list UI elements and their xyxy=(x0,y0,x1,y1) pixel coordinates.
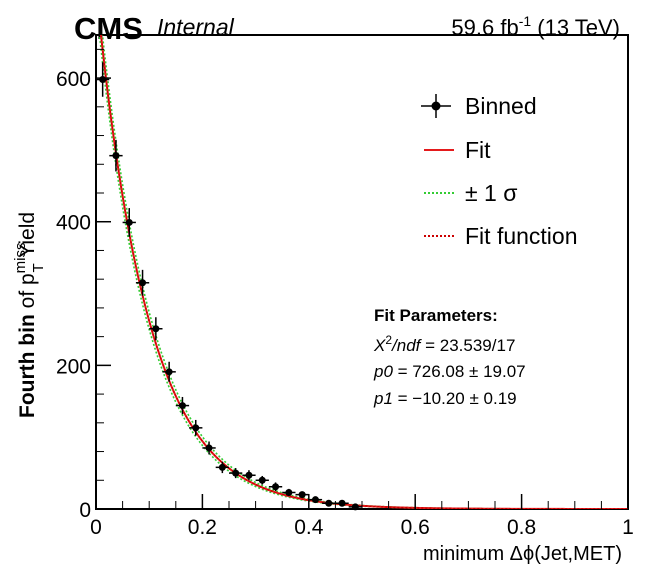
data-point-marker xyxy=(139,279,147,287)
data-point xyxy=(175,396,190,415)
y-tick-label: 0 xyxy=(79,499,91,522)
data-point xyxy=(162,361,176,382)
data-point-marker xyxy=(272,483,280,491)
y-tick-label: 400 xyxy=(56,212,91,235)
legend-binned-marker xyxy=(421,94,451,118)
y-tick-label: 200 xyxy=(56,355,91,378)
data-point-marker xyxy=(245,471,253,479)
data-point-marker xyxy=(205,444,213,452)
data-point-marker xyxy=(165,368,173,376)
data-point xyxy=(348,503,362,511)
x-axis-title: minimum Δϕ(Jet,MET) xyxy=(423,543,622,565)
data-point xyxy=(308,496,323,504)
data-point-marker xyxy=(325,499,333,507)
data-point-marker xyxy=(152,325,160,333)
data-point-marker xyxy=(178,402,186,410)
data-point-marker xyxy=(285,488,293,496)
data-point-marker xyxy=(112,152,120,160)
fit-parameters: Fit Parameters: X2/ndf = 23.539/17 p0 = … xyxy=(373,306,526,408)
x-tick-label: 0.6 xyxy=(401,516,430,539)
legend-fit-function-label: Fit function xyxy=(465,223,578,249)
data-point xyxy=(268,482,283,492)
x-tick-label: 0.8 xyxy=(507,516,536,539)
fit-params-title: Fit Parameters: xyxy=(374,306,498,325)
band-lower-curve xyxy=(98,35,628,509)
data-point-marker xyxy=(218,463,226,471)
data-point-marker xyxy=(311,496,319,504)
data-point xyxy=(135,269,150,296)
data-point xyxy=(109,139,123,172)
data-point-marker xyxy=(232,469,240,477)
x-tick-label: 1 xyxy=(622,516,634,539)
data-point xyxy=(322,499,336,507)
data-point xyxy=(215,461,229,474)
band-upper-curve xyxy=(101,35,628,509)
data-point xyxy=(229,468,243,479)
data-point xyxy=(202,441,216,455)
fit-chi2-line: X2/ndf = 23.539/17 xyxy=(373,333,515,355)
data-point xyxy=(242,470,256,481)
fit-p0-line: p0 = 726.08 ± 19.07 xyxy=(373,362,526,381)
data-point-marker xyxy=(351,503,359,511)
data-point-marker xyxy=(99,76,107,84)
data-point xyxy=(149,317,163,341)
x-tick-label: 0.2 xyxy=(188,516,217,539)
data-point-marker xyxy=(125,218,133,226)
x-tick-label: 0.4 xyxy=(294,516,324,539)
plot-frame xyxy=(95,34,629,510)
data-point-marker xyxy=(298,491,306,499)
data-point xyxy=(255,475,269,485)
y-tick-label: 600 xyxy=(56,68,91,91)
data-point-marker xyxy=(258,476,266,484)
legend-binned-label: Binned xyxy=(465,93,537,119)
data-point xyxy=(189,419,203,436)
fit-p1-line: p1 = −10.20 ± 0.19 xyxy=(373,389,517,408)
status-label: Internal xyxy=(157,14,235,40)
legend-band-label: ± 1 σ xyxy=(465,180,517,206)
axis-ticks: 0 0.2 0.4 0.6 0.8 1 0 200 400 600 xyxy=(56,48,634,539)
data-point xyxy=(295,491,309,499)
experiment-label: CMS xyxy=(74,11,143,46)
y-axis-title: Fourth bin of pmissT Yield xyxy=(12,212,47,418)
legend: Binned Fit ± 1 σ Fit function xyxy=(421,93,578,249)
fit-function-curve xyxy=(100,35,628,509)
legend-fit-label: Fit xyxy=(465,137,491,163)
fit-curves xyxy=(98,35,628,509)
data-point xyxy=(335,499,349,507)
x-tick-label: 0 xyxy=(90,516,102,539)
data-point-marker xyxy=(338,499,346,507)
data-point-marker xyxy=(192,424,200,432)
data-points xyxy=(96,62,362,511)
data-point xyxy=(122,208,136,237)
fit-curve xyxy=(99,35,628,509)
data-point xyxy=(282,488,296,497)
